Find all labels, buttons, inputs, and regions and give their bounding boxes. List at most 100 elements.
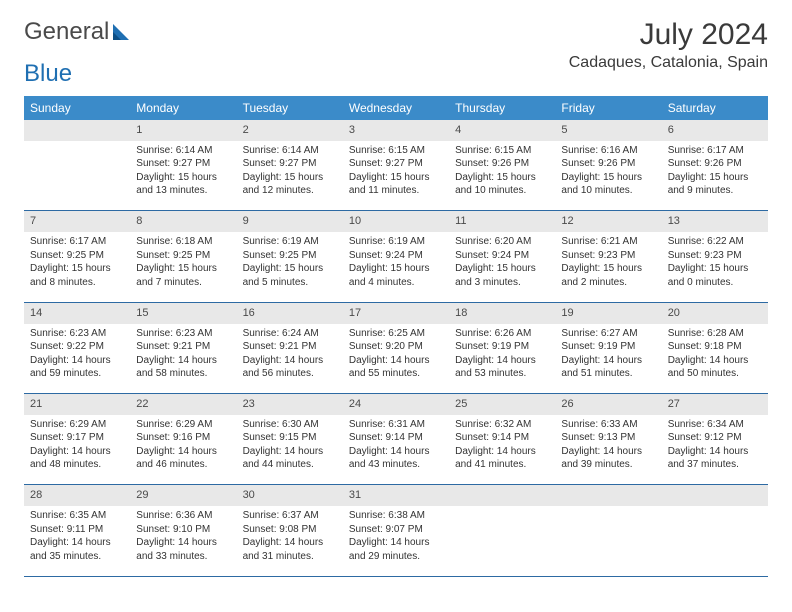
sunrise-text: Sunrise: 6:24 AM xyxy=(243,327,337,341)
weekday-header: Monday xyxy=(130,96,236,120)
day-number-cell: 15 xyxy=(130,302,236,323)
sunset-text: Sunset: 9:19 PM xyxy=(455,340,549,354)
day-number-row: 28293031 xyxy=(24,485,768,506)
weekday-header: Thursday xyxy=(449,96,555,120)
sunrise-text: Sunrise: 6:17 AM xyxy=(30,235,124,249)
day-content-cell xyxy=(662,506,768,576)
day-content-cell: Sunrise: 6:27 AMSunset: 9:19 PMDaylight:… xyxy=(555,324,661,394)
day-content-cell: Sunrise: 6:33 AMSunset: 9:13 PMDaylight:… xyxy=(555,415,661,485)
daylight-text: Daylight: 15 hours and 8 minutes. xyxy=(30,262,124,289)
logo: General xyxy=(24,18,135,46)
sunrise-text: Sunrise: 6:19 AM xyxy=(243,235,337,249)
sunset-text: Sunset: 9:20 PM xyxy=(349,340,443,354)
day-content-cell: Sunrise: 6:15 AMSunset: 9:27 PMDaylight:… xyxy=(343,141,449,211)
sunset-text: Sunset: 9:14 PM xyxy=(349,431,443,445)
day-number-cell xyxy=(662,485,768,506)
day-content-cell xyxy=(555,506,661,576)
daylight-text: Daylight: 14 hours and 48 minutes. xyxy=(30,445,124,472)
day-content-cell: Sunrise: 6:24 AMSunset: 9:21 PMDaylight:… xyxy=(237,324,343,394)
day-content-cell: Sunrise: 6:14 AMSunset: 9:27 PMDaylight:… xyxy=(130,141,236,211)
day-content-row: Sunrise: 6:35 AMSunset: 9:11 PMDaylight:… xyxy=(24,506,768,576)
day-number-cell: 3 xyxy=(343,120,449,141)
day-number-cell xyxy=(555,485,661,506)
day-content-cell: Sunrise: 6:16 AMSunset: 9:26 PMDaylight:… xyxy=(555,141,661,211)
day-number-cell: 13 xyxy=(662,211,768,232)
weekday-header: Tuesday xyxy=(237,96,343,120)
sunset-text: Sunset: 9:27 PM xyxy=(136,157,230,171)
daylight-text: Daylight: 15 hours and 4 minutes. xyxy=(349,262,443,289)
day-number-row: 123456 xyxy=(24,120,768,141)
day-content-cell: Sunrise: 6:34 AMSunset: 9:12 PMDaylight:… xyxy=(662,415,768,485)
day-number-cell: 29 xyxy=(130,485,236,506)
daylight-text: Daylight: 15 hours and 12 minutes. xyxy=(243,171,337,198)
day-number-cell: 27 xyxy=(662,394,768,415)
sunrise-text: Sunrise: 6:15 AM xyxy=(455,144,549,158)
day-number-cell: 12 xyxy=(555,211,661,232)
day-content-cell xyxy=(24,141,130,211)
day-number-cell: 19 xyxy=(555,302,661,323)
day-number-cell: 18 xyxy=(449,302,555,323)
sunset-text: Sunset: 9:12 PM xyxy=(668,431,762,445)
sunset-text: Sunset: 9:15 PM xyxy=(243,431,337,445)
day-content-cell: Sunrise: 6:23 AMSunset: 9:22 PMDaylight:… xyxy=(24,324,130,394)
daylight-text: Daylight: 14 hours and 43 minutes. xyxy=(349,445,443,472)
daylight-text: Daylight: 15 hours and 2 minutes. xyxy=(561,262,655,289)
day-content-cell: Sunrise: 6:17 AMSunset: 9:25 PMDaylight:… xyxy=(24,232,130,302)
sunrise-text: Sunrise: 6:18 AM xyxy=(136,235,230,249)
month-title: July 2024 xyxy=(569,18,768,52)
day-number-cell: 20 xyxy=(662,302,768,323)
sunrise-text: Sunrise: 6:16 AM xyxy=(561,144,655,158)
day-number-cell: 10 xyxy=(343,211,449,232)
day-number-cell: 24 xyxy=(343,394,449,415)
sunrise-text: Sunrise: 6:17 AM xyxy=(668,144,762,158)
daylight-text: Daylight: 15 hours and 10 minutes. xyxy=(455,171,549,198)
day-content-cell: Sunrise: 6:29 AMSunset: 9:16 PMDaylight:… xyxy=(130,415,236,485)
day-content-cell: Sunrise: 6:38 AMSunset: 9:07 PMDaylight:… xyxy=(343,506,449,576)
day-number-row: 21222324252627 xyxy=(24,394,768,415)
sunset-text: Sunset: 9:13 PM xyxy=(561,431,655,445)
daylight-text: Daylight: 14 hours and 33 minutes. xyxy=(136,536,230,563)
day-number-cell: 30 xyxy=(237,485,343,506)
sunset-text: Sunset: 9:25 PM xyxy=(136,249,230,263)
sunset-text: Sunset: 9:07 PM xyxy=(349,523,443,537)
day-number-cell: 9 xyxy=(237,211,343,232)
sunset-text: Sunset: 9:17 PM xyxy=(30,431,124,445)
sunset-text: Sunset: 9:26 PM xyxy=(561,157,655,171)
day-content-cell: Sunrise: 6:17 AMSunset: 9:26 PMDaylight:… xyxy=(662,141,768,211)
sunset-text: Sunset: 9:10 PM xyxy=(136,523,230,537)
day-content-row: Sunrise: 6:29 AMSunset: 9:17 PMDaylight:… xyxy=(24,415,768,485)
day-number-cell: 2 xyxy=(237,120,343,141)
day-number-cell: 5 xyxy=(555,120,661,141)
sunrise-text: Sunrise: 6:19 AM xyxy=(349,235,443,249)
weekday-header-row: SundayMondayTuesdayWednesdayThursdayFrid… xyxy=(24,96,768,120)
daylight-text: Daylight: 14 hours and 56 minutes. xyxy=(243,354,337,381)
day-content-cell: Sunrise: 6:23 AMSunset: 9:21 PMDaylight:… xyxy=(130,324,236,394)
sunrise-text: Sunrise: 6:23 AM xyxy=(30,327,124,341)
daylight-text: Daylight: 15 hours and 0 minutes. xyxy=(668,262,762,289)
sunrise-text: Sunrise: 6:29 AM xyxy=(30,418,124,432)
logo-text-2: Blue xyxy=(24,60,768,88)
sunrise-text: Sunrise: 6:27 AM xyxy=(561,327,655,341)
day-number-cell: 11 xyxy=(449,211,555,232)
day-number-cell: 26 xyxy=(555,394,661,415)
day-number-row: 14151617181920 xyxy=(24,302,768,323)
day-content-cell: Sunrise: 6:21 AMSunset: 9:23 PMDaylight:… xyxy=(555,232,661,302)
sunset-text: Sunset: 9:27 PM xyxy=(243,157,337,171)
sunset-text: Sunset: 9:25 PM xyxy=(30,249,124,263)
sunrise-text: Sunrise: 6:36 AM xyxy=(136,509,230,523)
daylight-text: Daylight: 14 hours and 55 minutes. xyxy=(349,354,443,381)
sunrise-text: Sunrise: 6:34 AM xyxy=(668,418,762,432)
day-content-cell: Sunrise: 6:36 AMSunset: 9:10 PMDaylight:… xyxy=(130,506,236,576)
sunset-text: Sunset: 9:14 PM xyxy=(455,431,549,445)
day-content-cell: Sunrise: 6:18 AMSunset: 9:25 PMDaylight:… xyxy=(130,232,236,302)
day-content-cell: Sunrise: 6:28 AMSunset: 9:18 PMDaylight:… xyxy=(662,324,768,394)
day-content-cell: Sunrise: 6:37 AMSunset: 9:08 PMDaylight:… xyxy=(237,506,343,576)
daylight-text: Daylight: 14 hours and 53 minutes. xyxy=(455,354,549,381)
sunrise-text: Sunrise: 6:37 AM xyxy=(243,509,337,523)
day-content-cell: Sunrise: 6:22 AMSunset: 9:23 PMDaylight:… xyxy=(662,232,768,302)
sunset-text: Sunset: 9:11 PM xyxy=(30,523,124,537)
sunrise-text: Sunrise: 6:26 AM xyxy=(455,327,549,341)
sunset-text: Sunset: 9:26 PM xyxy=(668,157,762,171)
day-number-cell: 4 xyxy=(449,120,555,141)
day-content-cell: Sunrise: 6:32 AMSunset: 9:14 PMDaylight:… xyxy=(449,415,555,485)
